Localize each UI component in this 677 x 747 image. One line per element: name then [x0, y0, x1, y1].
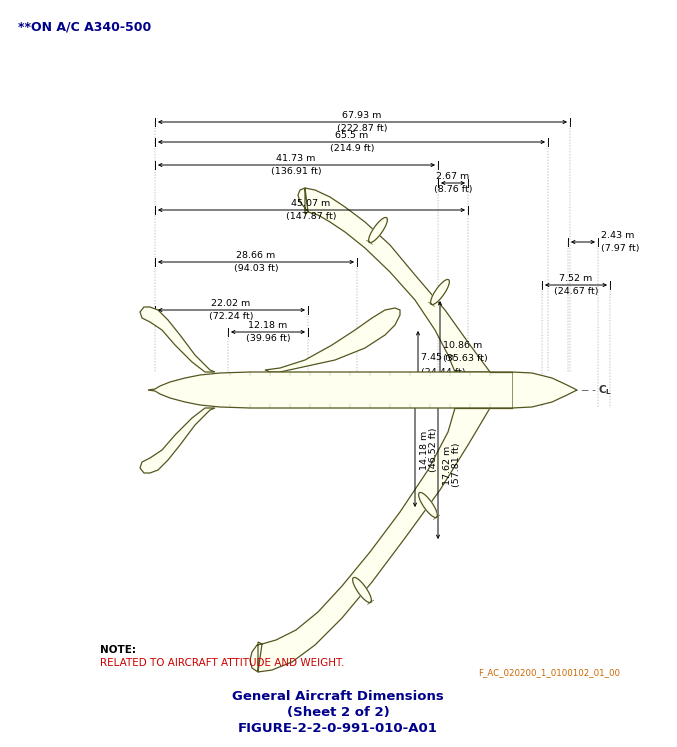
Text: 12.18 m: 12.18 m: [248, 321, 288, 330]
Text: (24.44 ft): (24.44 ft): [421, 368, 466, 376]
Text: (Sheet 2 of 2): (Sheet 2 of 2): [286, 706, 389, 719]
Text: RELATED TO AIRCRAFT ATTITUDE AND WEIGHT.: RELATED TO AIRCRAFT ATTITUDE AND WEIGHT.: [100, 658, 345, 668]
Text: **ON A/C A340-500: **ON A/C A340-500: [18, 20, 151, 33]
Text: (136.91 ft): (136.91 ft): [271, 167, 322, 176]
Polygon shape: [455, 372, 512, 408]
Polygon shape: [140, 408, 215, 473]
Text: 7.52 m: 7.52 m: [559, 274, 592, 283]
Text: $\mathbf{C_L}$: $\mathbf{C_L}$: [598, 383, 612, 397]
Text: 2.67 m: 2.67 m: [437, 172, 470, 181]
Text: F_AC_020200_1_0100102_01_00: F_AC_020200_1_0100102_01_00: [478, 668, 620, 677]
Text: (39.96 ft): (39.96 ft): [246, 334, 290, 343]
Text: 7.45 m: 7.45 m: [421, 353, 454, 362]
Text: FIGURE-2-2-0-991-010-A01: FIGURE-2-2-0-991-010-A01: [238, 722, 438, 735]
Text: 41.73 m: 41.73 m: [276, 154, 315, 163]
Text: (8.76 ft): (8.76 ft): [434, 185, 473, 194]
Polygon shape: [140, 307, 215, 372]
Text: (72.24 ft): (72.24 ft): [209, 312, 253, 321]
Text: (46.52 ft): (46.52 ft): [429, 428, 438, 472]
Polygon shape: [431, 279, 450, 305]
Text: General Aircraft Dimensions: General Aircraft Dimensions: [232, 690, 444, 703]
Text: (57.81 ft): (57.81 ft): [452, 443, 461, 487]
Polygon shape: [148, 372, 577, 408]
Text: 22.02 m: 22.02 m: [211, 299, 250, 308]
Text: 2.43 m: 2.43 m: [601, 231, 634, 240]
Text: 28.66 m: 28.66 m: [236, 251, 276, 260]
Text: 67.93 m: 67.93 m: [343, 111, 382, 120]
Polygon shape: [250, 408, 490, 672]
Text: (222.87 ft): (222.87 ft): [336, 124, 387, 133]
Polygon shape: [418, 492, 437, 518]
Text: (214.9 ft): (214.9 ft): [330, 144, 374, 153]
Text: 65.5 m: 65.5 m: [335, 131, 368, 140]
Text: (35.63 ft): (35.63 ft): [443, 353, 487, 362]
Text: (94.03 ft): (94.03 ft): [234, 264, 278, 273]
Text: 45.07 m: 45.07 m: [291, 199, 330, 208]
Polygon shape: [298, 188, 490, 372]
Text: (7.97 ft): (7.97 ft): [601, 244, 640, 253]
Polygon shape: [353, 577, 372, 603]
Polygon shape: [265, 308, 400, 372]
Polygon shape: [369, 217, 387, 243]
Text: 10.86 m: 10.86 m: [443, 341, 482, 350]
Text: (24.67 ft): (24.67 ft): [554, 287, 598, 296]
Text: 14.18 m: 14.18 m: [420, 430, 429, 470]
Text: NOTE:: NOTE:: [100, 645, 136, 655]
Text: (147.87 ft): (147.87 ft): [286, 212, 336, 221]
Text: 17.62 m: 17.62 m: [443, 445, 452, 485]
